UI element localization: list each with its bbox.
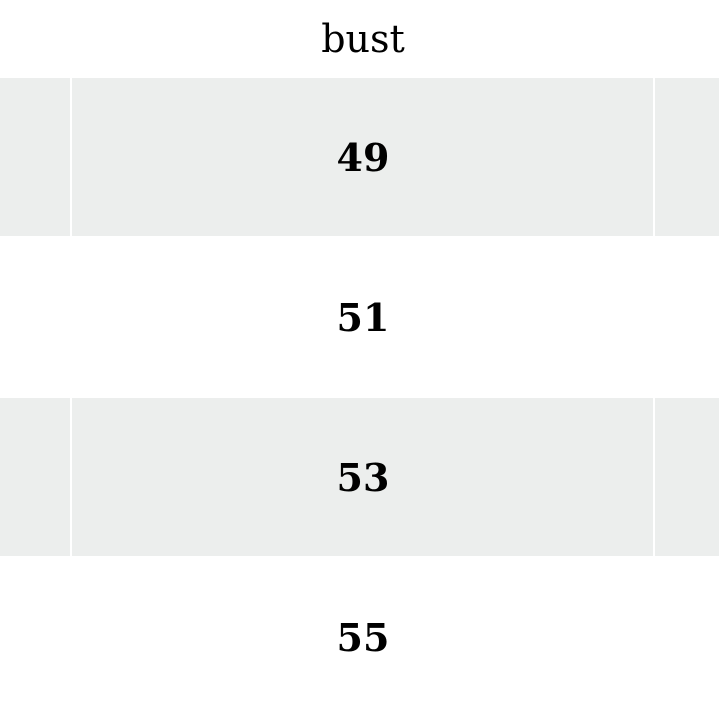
- table-cell-bust: 51: [336, 294, 390, 340]
- column-header-bust[interactable]: bust: [321, 17, 405, 61]
- table-cell-bust: 49: [336, 134, 390, 180]
- table-row: 55: [0, 558, 719, 716]
- column-divider: [653, 398, 655, 556]
- table-cell-bust: 53: [336, 454, 390, 500]
- table-cell-bust: 55: [336, 614, 390, 660]
- column-divider: [70, 78, 72, 236]
- table-row: 49: [0, 78, 719, 236]
- column-divider: [70, 398, 72, 556]
- table-header: bust: [0, 0, 719, 78]
- table-row: 51: [0, 238, 719, 396]
- table-row: 53: [0, 398, 719, 556]
- column-divider: [653, 78, 655, 236]
